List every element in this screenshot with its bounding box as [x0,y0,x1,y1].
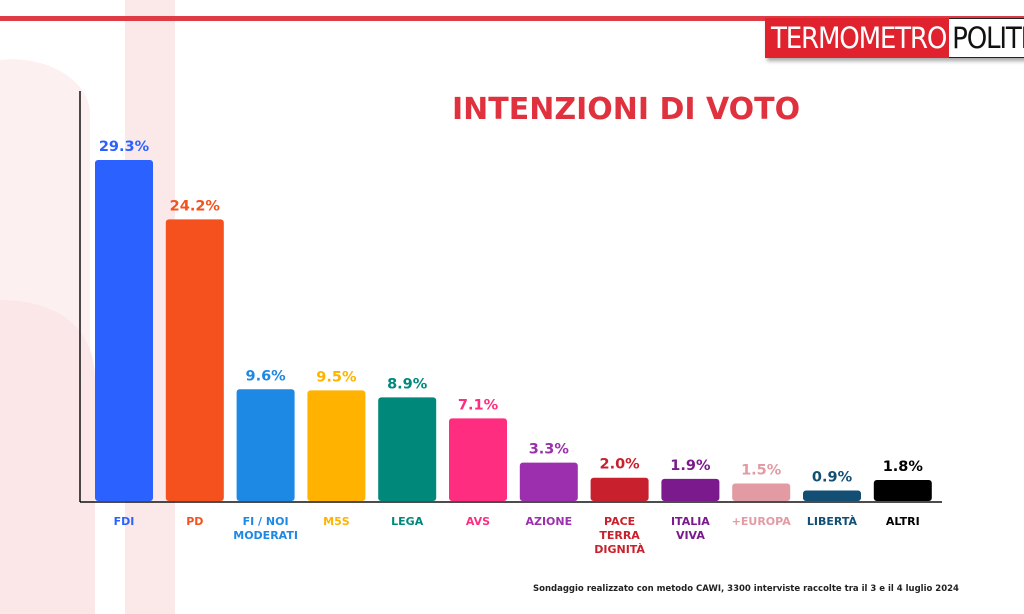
value-label-5: 7.1% [458,397,499,413]
brand-logo: TERMOMETRO POLITICO [765,18,1024,58]
category-label-9: +EUROPA [732,515,792,528]
category-label-5: AVS [466,515,490,528]
value-label-11: 1.8% [883,459,924,475]
category-label-10: LIBERTÀ [807,515,858,528]
logo-part-1: TERMOMETRO [765,18,950,58]
source-footnote: Sondaggio realizzato con metodo CAWI, 33… [533,584,959,594]
category-label-7: PACE TERRA DIGNITÀ [594,515,645,556]
value-label-1: 24.2% [170,198,221,214]
bar-2 [236,389,295,501]
bar-11 [873,480,932,501]
bar-4 [378,397,437,501]
bar-9 [732,483,791,501]
bar-3 [307,390,366,501]
value-label-4: 8.9% [387,376,428,392]
bar-10 [803,490,861,501]
top-accent-line [0,16,1024,21]
value-label-2: 9.6% [245,368,286,384]
value-label-10: 0.9% [812,470,853,486]
logo-part-2: POLITICO [949,18,1024,58]
bar-7 [590,477,649,501]
value-label-9: 1.5% [741,463,782,479]
category-label-0: FDI [114,515,135,528]
chart-title: INTENZIONI DI VOTO [452,92,801,127]
category-label-6: AZIONE [525,515,572,528]
value-label-3: 9.5% [316,369,357,385]
value-label-7: 2.0% [599,457,640,473]
bar-1 [165,219,224,501]
value-label-8: 1.9% [670,458,711,474]
category-label-4: LEGA [391,515,424,528]
bar-0 [95,160,153,501]
category-label-8: ITALIA VIVA [671,515,710,542]
bar-5 [449,418,507,501]
value-label-6: 3.3% [529,442,570,458]
bar-6 [519,462,578,501]
category-label-3: M5S [323,515,350,528]
category-label-11: ALTRI [886,515,920,528]
value-label-0: 29.3% [99,139,150,155]
bar-8 [661,478,720,501]
category-label-2: FI / NOI MODERATI [233,515,298,542]
category-label-1: PD [186,515,203,528]
